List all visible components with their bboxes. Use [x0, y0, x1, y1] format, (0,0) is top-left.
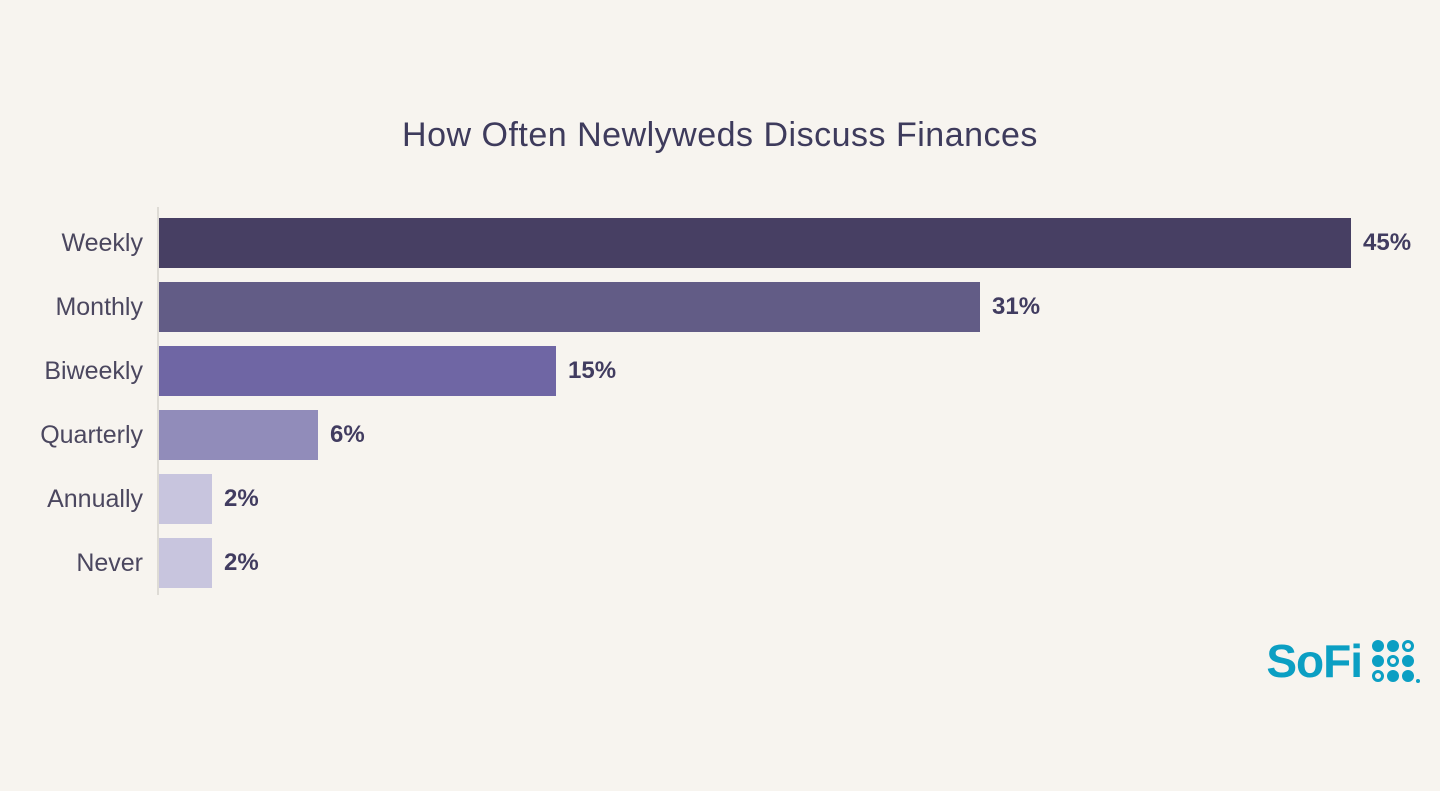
bar-annually: [159, 474, 212, 524]
category-label-annually: Annually: [47, 484, 143, 513]
trademark-dot: [1416, 679, 1420, 683]
bar-biweekly: [159, 346, 556, 396]
sofi-dot-grid-icon: [1372, 640, 1420, 683]
sofi-dot-r1c1: [1372, 640, 1384, 652]
sofi-dot-r1c2: [1387, 640, 1399, 652]
chart-row-monthly: Monthly 31%: [0, 282, 1411, 332]
category-label-monthly: Monthly: [55, 292, 143, 321]
bar-chart: Weekly 45% Monthly 31% Biweekly 15% Quarterly 6…: [40, 207, 1411, 595]
sofi-dot-r3c2: [1387, 670, 1399, 682]
chart-row-quarterly: Quarterly 6%: [0, 410, 1411, 460]
sofi-dot-r1c3: [1402, 640, 1414, 652]
bar-weekly: [159, 218, 1351, 268]
bar-never: [159, 538, 212, 588]
value-label-quarterly: 6%: [330, 421, 365, 448]
sofi-dot-r3c1: [1372, 670, 1384, 682]
sofi-dot-r2c1: [1372, 655, 1384, 667]
sofi-logo: SoFi: [1266, 635, 1420, 687]
chart-row-biweekly: Biweekly 15%: [0, 346, 1411, 396]
value-label-weekly: 45%: [1363, 229, 1412, 256]
chart-row-weekly: Weekly 45%: [0, 218, 1411, 268]
category-label-never: Never: [76, 548, 143, 577]
value-label-never: 2%: [224, 549, 259, 576]
value-label-biweekly: 15%: [568, 357, 617, 384]
sofi-dot-r2c2: [1387, 655, 1399, 667]
chart-title: How Often Newlyweds Discuss Finances: [402, 116, 1038, 154]
chart-row-annually: Annually 2%: [0, 474, 1411, 524]
chart-row-never: Never 2%: [0, 538, 1411, 588]
value-label-annually: 2%: [224, 485, 259, 512]
bar-chart-rows: Weekly 45% Monthly 31% Biweekly 15% Quarterly 6…: [40, 218, 1411, 588]
category-label-quarterly: Quarterly: [40, 420, 143, 449]
value-label-monthly: 31%: [992, 293, 1041, 320]
sofi-wordmark: SoFi: [1266, 635, 1363, 687]
sofi-dot-r3c3: [1402, 670, 1414, 682]
bar-quarterly: [159, 410, 318, 460]
category-label-weekly: Weekly: [61, 228, 143, 257]
bar-monthly: [159, 282, 980, 332]
category-label-biweekly: Biweekly: [44, 356, 143, 385]
sofi-dot-r2c3: [1402, 655, 1414, 667]
